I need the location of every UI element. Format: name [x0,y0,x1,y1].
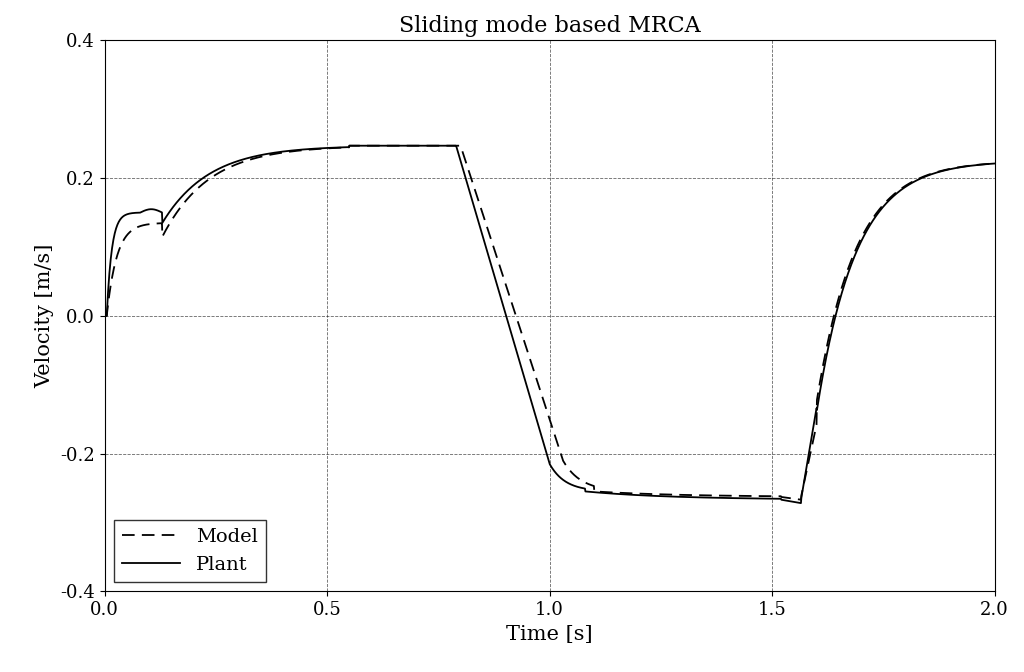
Model [800,468,812,476]
Model [964,162,976,170]
Model [143,220,156,228]
Plant [343,142,355,150]
Title: Sliding mode based MRCA: Sliding mode based MRCA [398,15,700,37]
Model [964,162,976,170]
Model [988,159,1000,167]
Line: Model: Model [104,146,994,500]
Model [98,312,111,320]
Plant [98,312,111,320]
Plant [964,162,976,170]
Model [508,306,520,314]
Plant [531,420,544,428]
Plant [964,162,976,170]
Plant [988,159,1000,167]
Model [795,496,807,504]
Line: Plant: Plant [104,146,994,503]
Plant [508,339,520,347]
Y-axis label: Velocity [m/s]: Velocity [m/s] [36,244,54,388]
Plant [143,205,156,213]
Plant [800,465,812,473]
Legend: Model, Plant: Model, Plant [115,520,265,581]
Model [343,142,355,150]
Model [531,379,544,387]
X-axis label: Time [s]: Time [s] [506,624,593,644]
Plant [795,499,807,507]
